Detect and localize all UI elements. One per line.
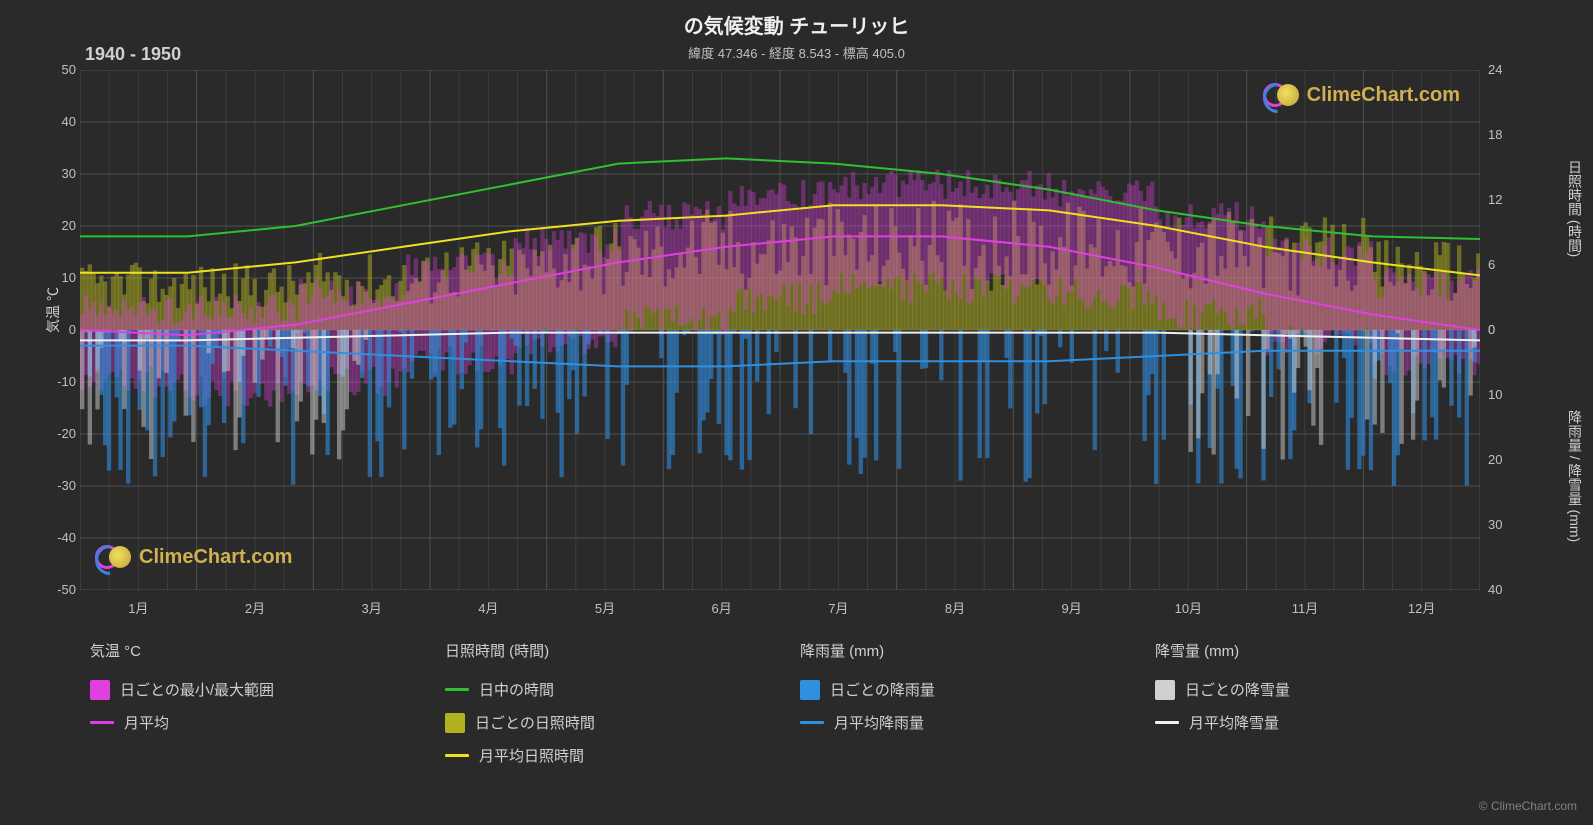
legend-item: 日ごとの降雪量: [1155, 679, 1510, 700]
legend-header: 降雪量 (mm): [1155, 640, 1510, 661]
watermark-text: ClimeChart.com: [1307, 84, 1460, 107]
y-tick-right-sunshine: 18: [1488, 127, 1502, 142]
legend-header: 降雨量 (mm): [800, 640, 1155, 661]
legend-item: 月平均降雪量: [1155, 712, 1510, 733]
legend-header: 日照時間 (時間): [445, 640, 800, 661]
watermark-bottom: ClimeChart.com: [95, 544, 292, 570]
x-tick: 10月: [1168, 598, 1208, 617]
y-tick-left: 50: [36, 62, 76, 77]
climechart-logo-icon: [95, 544, 131, 570]
x-tick: 8月: [935, 598, 975, 617]
x-tick: 3月: [352, 598, 392, 617]
climechart-logo-icon: [1263, 82, 1299, 108]
y-tick-left: -50: [36, 582, 76, 597]
watermark-text: ClimeChart.com: [139, 546, 292, 569]
chart-title: の気候変動 チューリッヒ: [0, 0, 1593, 39]
legend-item: 月平均: [90, 712, 445, 733]
x-tick: 6月: [702, 598, 742, 617]
chart-svg: [80, 70, 1480, 590]
y-tick-left: -10: [36, 374, 76, 389]
legend-swatch-box: [800, 680, 820, 700]
chart-subtitle: 緯度 47.346 - 経度 8.543 - 標高 405.0: [0, 39, 1593, 62]
legend-label: 月平均: [124, 712, 169, 733]
copyright: © ClimeChart.com: [1479, 799, 1577, 813]
x-tick: 7月: [818, 598, 858, 617]
y-tick-right-sunshine: 6: [1488, 257, 1495, 272]
legend-label: 日ごとの日照時間: [475, 712, 595, 733]
y-axis-right-title-precip: 降雨量 / 降雪量 (mm): [1565, 410, 1585, 542]
y-tick-left: -40: [36, 530, 76, 545]
y-tick-left: 40: [36, 114, 76, 129]
legend-column: 降雪量 (mm) 日ごとの降雪量月平均降雪量: [1155, 640, 1510, 766]
y-tick-right-precip: 20: [1488, 452, 1502, 467]
legend-swatch-line: [1155, 721, 1179, 724]
y-tick-right-precip: 10: [1488, 387, 1502, 402]
legend: 気温 °C 日ごとの最小/最大範囲月平均 日照時間 (時間) 日中の時間日ごとの日照時…: [90, 640, 1510, 766]
legend-swatch-box: [445, 713, 465, 733]
y-tick-left: -20: [36, 426, 76, 441]
legend-item: 日中の時間: [445, 679, 800, 700]
y-tick-left: -30: [36, 478, 76, 493]
y-tick-left: 30: [36, 166, 76, 181]
y-tick-right-precip: 0: [1488, 322, 1495, 337]
legend-item: 日ごとの日照時間: [445, 712, 800, 733]
legend-label: 月平均日照時間: [479, 745, 584, 766]
legend-column: 気温 °C 日ごとの最小/最大範囲月平均: [90, 640, 445, 766]
legend-label: 日中の時間: [479, 679, 554, 700]
chart-area: ClimeChart.com ClimeChart.com: [80, 70, 1480, 590]
y-axis-right-title-sunshine: 日照時間 (時間): [1565, 160, 1585, 257]
legend-swatch-line: [445, 754, 469, 757]
legend-label: 月平均降雨量: [834, 712, 924, 733]
legend-item: 日ごとの降雨量: [800, 679, 1155, 700]
legend-swatch-line: [445, 688, 469, 691]
legend-label: 日ごとの最小/最大範囲: [120, 679, 274, 700]
legend-swatch-box: [90, 680, 110, 700]
legend-header: 気温 °C: [90, 640, 445, 661]
y-tick-right-precip: 30: [1488, 517, 1502, 532]
legend-swatch-box: [1155, 680, 1175, 700]
x-tick: 4月: [468, 598, 508, 617]
legend-label: 日ごとの降雪量: [1185, 679, 1290, 700]
legend-column: 降雨量 (mm) 日ごとの降雨量月平均降雨量: [800, 640, 1155, 766]
legend-item: 月平均降雨量: [800, 712, 1155, 733]
y-tick-left: 20: [36, 218, 76, 233]
x-tick: 1月: [118, 598, 158, 617]
legend-item: 月平均日照時間: [445, 745, 800, 766]
y-tick-left: 10: [36, 270, 76, 285]
y-tick-right-sunshine: 24: [1488, 62, 1502, 77]
y-tick-right-sunshine: 12: [1488, 192, 1502, 207]
legend-swatch-line: [800, 721, 824, 724]
x-tick: 11月: [1285, 598, 1325, 617]
y-tick-right-precip: 40: [1488, 582, 1502, 597]
y-tick-left: 0: [36, 322, 76, 337]
watermark-top: ClimeChart.com: [1263, 82, 1460, 108]
x-tick: 2月: [235, 598, 275, 617]
legend-column: 日照時間 (時間) 日中の時間日ごとの日照時間月平均日照時間: [445, 640, 800, 766]
period-label: 1940 - 1950: [85, 44, 181, 65]
legend-item: 日ごとの最小/最大範囲: [90, 679, 445, 700]
x-tick: 9月: [1052, 598, 1092, 617]
x-tick: 5月: [585, 598, 625, 617]
legend-label: 月平均降雪量: [1189, 712, 1279, 733]
chart-container: の気候変動 チューリッヒ 緯度 47.346 - 経度 8.543 - 標高 4…: [0, 0, 1593, 825]
x-tick: 12月: [1402, 598, 1442, 617]
legend-swatch-line: [90, 721, 114, 724]
legend-label: 日ごとの降雨量: [830, 679, 935, 700]
